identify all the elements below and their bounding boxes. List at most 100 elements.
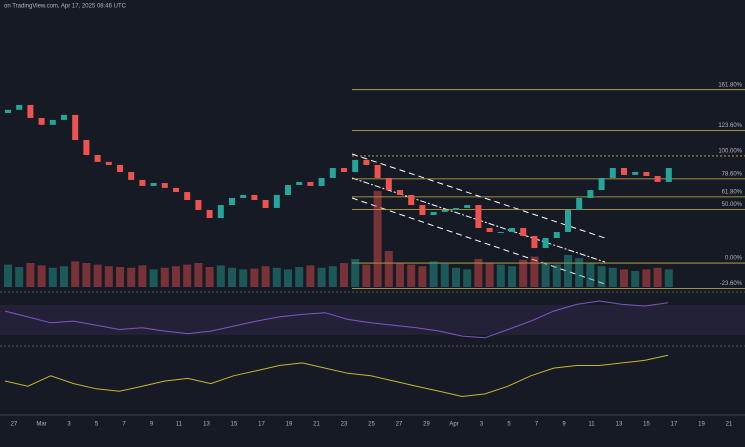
x-tick-label: 25 <box>368 422 375 428</box>
volume-bar <box>138 265 147 287</box>
rsi-line <box>4 300 669 339</box>
candle-body <box>27 104 34 118</box>
volume-bar <box>452 267 460 287</box>
volume-bar <box>407 264 416 287</box>
x-tick-label: 9 <box>562 422 566 428</box>
candle-body <box>587 190 594 199</box>
candle-body <box>184 192 191 200</box>
fib-label: 78.60% <box>722 171 743 177</box>
volume-bar <box>373 191 382 287</box>
candle-body <box>553 231 560 238</box>
x-tick-label: 13 <box>616 422 623 428</box>
candle-body <box>5 109 11 114</box>
candle-body <box>285 185 291 195</box>
candle-body <box>94 155 101 162</box>
volume-bar <box>496 264 505 287</box>
fib-label: -23.60% <box>720 281 743 287</box>
candle-body <box>643 171 650 176</box>
candle-body <box>385 177 392 191</box>
x-tick-label: 27 <box>11 422 18 428</box>
x-tick-label: 19 <box>286 422 293 428</box>
volume-bar <box>541 263 550 287</box>
volume-bar <box>127 267 136 287</box>
candle-body <box>520 228 527 236</box>
volume-bar <box>116 267 124 287</box>
volume-bar <box>519 259 528 287</box>
volume-bar <box>508 266 516 287</box>
volume-bar <box>575 258 584 287</box>
volume-bar <box>261 266 270 287</box>
volume-bar <box>4 264 12 287</box>
candle-body <box>229 198 235 206</box>
candle-body <box>621 168 627 175</box>
candle-body <box>240 194 247 199</box>
volume-bar <box>631 271 640 287</box>
candle-body <box>464 205 471 208</box>
x-tick-label: Apr <box>449 422 458 428</box>
candle-body <box>251 194 258 200</box>
fib-label: 61.80% <box>722 189 743 195</box>
candle-body <box>408 194 415 206</box>
volume-bar <box>440 263 449 287</box>
volume-bar <box>351 259 360 287</box>
candle-body <box>397 190 403 195</box>
candle-body <box>565 209 571 232</box>
candle-body <box>363 159 370 165</box>
volume-bar <box>239 269 248 287</box>
x-tick-label: 5 <box>95 422 99 428</box>
candle-body <box>161 183 168 188</box>
volume-bar <box>194 263 203 287</box>
volume-bar <box>564 255 572 287</box>
x-tick-label: 21 <box>726 422 733 428</box>
volume-bar <box>60 266 68 287</box>
x-tick-label: 23 <box>341 422 348 428</box>
x-tick-label: 7 <box>122 422 126 428</box>
volume-bar <box>384 251 393 287</box>
rsi-band <box>0 305 745 335</box>
candle-body <box>273 194 280 208</box>
volume-bar <box>183 264 192 287</box>
candle-body <box>453 207 459 210</box>
x-tick-label: 27 <box>396 422 403 428</box>
volume-bar <box>586 263 595 287</box>
candle-body <box>49 119 56 125</box>
x-tick-label: 5 <box>507 422 511 428</box>
volume-bar <box>48 267 57 287</box>
candle-body <box>654 175 661 182</box>
candle-body <box>318 177 325 186</box>
candle-body <box>542 237 549 249</box>
candle-body <box>632 171 639 175</box>
x-tick-label: 11 <box>588 422 595 428</box>
volume-bar <box>272 267 281 287</box>
candle-body <box>296 181 303 185</box>
volume-bar <box>104 266 113 287</box>
candle-body <box>195 200 202 210</box>
candle-body <box>374 164 381 178</box>
volume-bar <box>317 267 326 287</box>
volume-bar <box>463 269 472 287</box>
x-tick-label: 7 <box>535 422 539 428</box>
volume-bar <box>340 263 348 287</box>
candle-body <box>72 114 79 140</box>
volume-bar <box>172 266 180 287</box>
x-tick-label: 21 <box>313 422 320 428</box>
candle-body <box>217 205 224 219</box>
volume-bar <box>205 267 214 287</box>
x-tick-label: 9 <box>150 422 154 428</box>
candle-body <box>150 183 157 186</box>
volume-bar <box>474 259 483 287</box>
volume-bar <box>228 267 236 287</box>
fib-label: 100.00% <box>718 148 742 154</box>
x-tick-label: 29 <box>423 422 430 428</box>
candle-body <box>486 228 493 232</box>
candle-body <box>262 200 269 208</box>
candle-body <box>352 159 359 172</box>
x-tick-label: 13 <box>203 422 210 428</box>
channel-line <box>351 197 606 285</box>
x-tick-label: 17 <box>258 422 265 428</box>
volume-bar <box>530 256 539 287</box>
volume-bar <box>664 269 673 287</box>
candle-body <box>173 187 179 193</box>
candle-body <box>105 161 112 165</box>
